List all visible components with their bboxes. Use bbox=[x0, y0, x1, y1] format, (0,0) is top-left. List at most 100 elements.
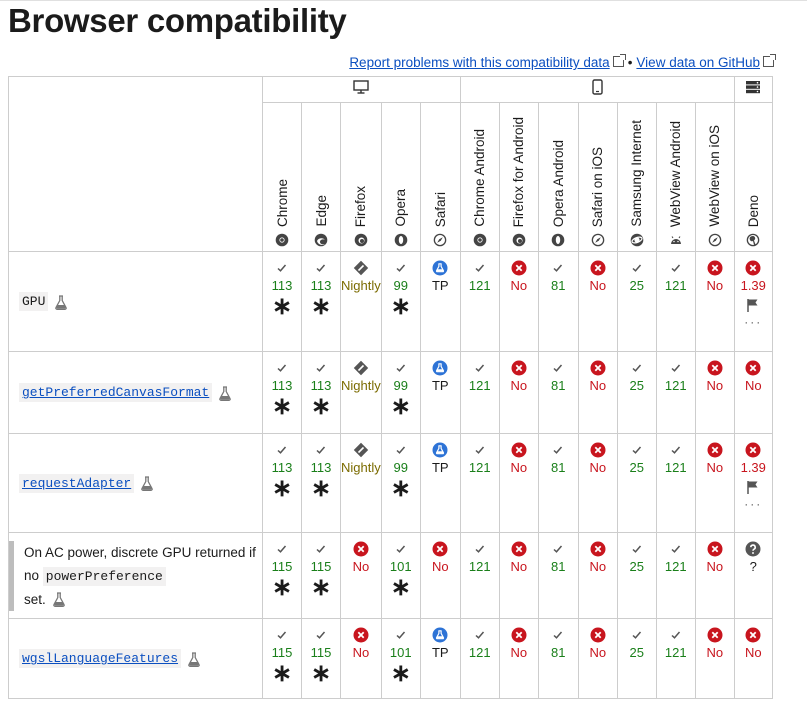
support-cell[interactable]: No bbox=[498, 618, 539, 699]
support-cell[interactable]: No bbox=[419, 532, 461, 619]
feature-row: requestAdapter 113 ∗ 113 ∗ Nightly 99 ∗ TP 121 No 8… bbox=[8, 433, 773, 533]
support-cell[interactable]: No bbox=[733, 351, 773, 434]
webview-ios-icon bbox=[708, 233, 722, 247]
support-cell[interactable]: 1.39 ··· bbox=[733, 433, 773, 533]
status-icon-wrap bbox=[707, 541, 723, 557]
support-cell[interactable]: No bbox=[498, 433, 539, 533]
support-cell[interactable]: 115 ∗ bbox=[301, 618, 341, 699]
browser-header-opera: Opera bbox=[380, 102, 421, 252]
support-cell[interactable]: No bbox=[694, 532, 735, 619]
support-cell[interactable]: 113 ∗ bbox=[301, 251, 341, 352]
support-cell[interactable]: Nightly bbox=[340, 351, 382, 434]
status-icon-wrap bbox=[745, 360, 761, 376]
support-cell[interactable]: No bbox=[694, 433, 735, 533]
feature-link[interactable]: wgslLanguageFeatures bbox=[19, 649, 182, 669]
support-cell[interactable]: 99 ∗ bbox=[380, 433, 421, 533]
support-cell[interactable]: No bbox=[577, 351, 618, 434]
support-cell[interactable]: 99 ∗ bbox=[380, 251, 421, 352]
support-cell[interactable]: 25 bbox=[616, 532, 657, 619]
support-cell[interactable]: No bbox=[498, 351, 539, 434]
compat-links: Report problems with this compatibility … bbox=[349, 54, 776, 70]
support-cell[interactable]: 25 bbox=[616, 433, 657, 533]
support-cell[interactable]: 121 bbox=[459, 251, 500, 352]
support-cell[interactable]: TP bbox=[419, 351, 461, 434]
status-icon-wrap bbox=[353, 627, 369, 643]
support-cell[interactable]: 121 bbox=[655, 251, 696, 352]
support-cell[interactable]: 115 ∗ bbox=[262, 618, 302, 699]
status-icon-wrap bbox=[745, 442, 761, 458]
support-cell[interactable]: 113 ∗ bbox=[301, 433, 341, 533]
support-cell[interactable]: 25 bbox=[616, 251, 657, 352]
support-cell[interactable]: 121 bbox=[655, 433, 696, 533]
unknown-icon bbox=[745, 541, 761, 557]
report-problems-link[interactable]: Report problems with this compatibility … bbox=[349, 55, 610, 70]
support-cell[interactable]: 99 ∗ bbox=[380, 351, 421, 434]
support-cell[interactable]: 25 bbox=[616, 618, 657, 699]
check-icon bbox=[553, 446, 563, 454]
support-cell[interactable]: 113 ∗ bbox=[262, 251, 302, 352]
nightly-icon bbox=[353, 360, 369, 376]
status-icon-wrap bbox=[629, 541, 645, 557]
status-icon-wrap bbox=[472, 627, 488, 643]
support-cell[interactable]: 101 ∗ bbox=[380, 532, 421, 619]
support-cell[interactable]: 121 bbox=[459, 618, 500, 699]
support-cell[interactable]: TP bbox=[419, 251, 461, 352]
version-label: Nightly bbox=[341, 378, 381, 393]
version-label: 121 bbox=[664, 378, 687, 393]
support-cell[interactable]: No bbox=[577, 251, 618, 352]
support-cell[interactable]: 115 ∗ bbox=[262, 532, 302, 619]
support-cell[interactable]: 121 bbox=[655, 351, 696, 434]
support-cell[interactable]: ? bbox=[733, 532, 773, 619]
support-cell[interactable]: 81 bbox=[537, 251, 579, 352]
support-cell[interactable]: 81 bbox=[537, 351, 579, 434]
more-notes-dots[interactable]: ··· bbox=[744, 497, 763, 511]
status-icon-wrap bbox=[432, 442, 448, 458]
version-label: 25 bbox=[629, 460, 644, 475]
version-label: No bbox=[706, 559, 724, 574]
support-cell[interactable]: 1.39 ··· bbox=[733, 251, 773, 352]
support-cell[interactable]: No bbox=[498, 532, 539, 619]
support-cell[interactable]: TP bbox=[419, 433, 461, 533]
view-github-link[interactable]: View data on GitHub bbox=[636, 55, 760, 70]
no-support-icon bbox=[707, 260, 723, 276]
check-icon bbox=[632, 264, 641, 272]
firefox-android-icon bbox=[512, 233, 526, 247]
support-cell[interactable]: 25 bbox=[616, 351, 657, 434]
support-cell[interactable]: No bbox=[577, 532, 618, 619]
status-icon-wrap bbox=[550, 627, 566, 643]
support-cell[interactable]: 113 ∗ bbox=[262, 351, 302, 434]
more-notes-dots[interactable]: ··· bbox=[744, 315, 763, 329]
support-cell[interactable]: 115 ∗ bbox=[301, 532, 341, 619]
support-cell[interactable]: 121 bbox=[459, 351, 500, 434]
support-cell[interactable]: Nightly bbox=[340, 433, 382, 533]
feature-link[interactable]: requestAdapter bbox=[19, 473, 135, 493]
support-cell[interactable]: 101 ∗ bbox=[380, 618, 421, 699]
support-cell[interactable]: No bbox=[694, 351, 735, 434]
support-cell[interactable]: 121 bbox=[655, 532, 696, 619]
support-cell[interactable]: 121 bbox=[459, 532, 500, 619]
support-cell[interactable]: No bbox=[577, 433, 618, 533]
support-cell[interactable]: 121 bbox=[655, 618, 696, 699]
support-cell[interactable]: 121 bbox=[459, 433, 500, 533]
support-cell[interactable]: No bbox=[694, 618, 735, 699]
check-icon bbox=[475, 264, 484, 272]
support-cell[interactable]: No bbox=[733, 618, 773, 699]
support-cell[interactable]: No bbox=[340, 532, 382, 619]
support-cell[interactable]: No bbox=[498, 251, 539, 352]
support-cell[interactable]: 113 ∗ bbox=[262, 433, 302, 533]
feature-link[interactable]: getPreferredCanvasFormat bbox=[19, 383, 213, 403]
support-cell[interactable]: 81 bbox=[537, 433, 579, 533]
support-cell[interactable]: TP bbox=[419, 618, 461, 699]
support-cell[interactable]: 81 bbox=[537, 532, 579, 619]
support-cell[interactable]: 113 ∗ bbox=[301, 351, 341, 434]
version-label: 115 bbox=[271, 559, 293, 574]
version-label: No bbox=[589, 378, 607, 393]
support-cell[interactable]: No bbox=[340, 618, 382, 699]
no-support-icon bbox=[590, 360, 606, 376]
support-cell[interactable]: 81 bbox=[537, 618, 579, 699]
support-cell[interactable]: Nightly bbox=[340, 251, 382, 352]
browser-name: WebView Android bbox=[668, 120, 684, 227]
support-cell[interactable]: No bbox=[694, 251, 735, 352]
support-cell[interactable]: No bbox=[577, 618, 618, 699]
status-icon-wrap bbox=[274, 260, 290, 276]
